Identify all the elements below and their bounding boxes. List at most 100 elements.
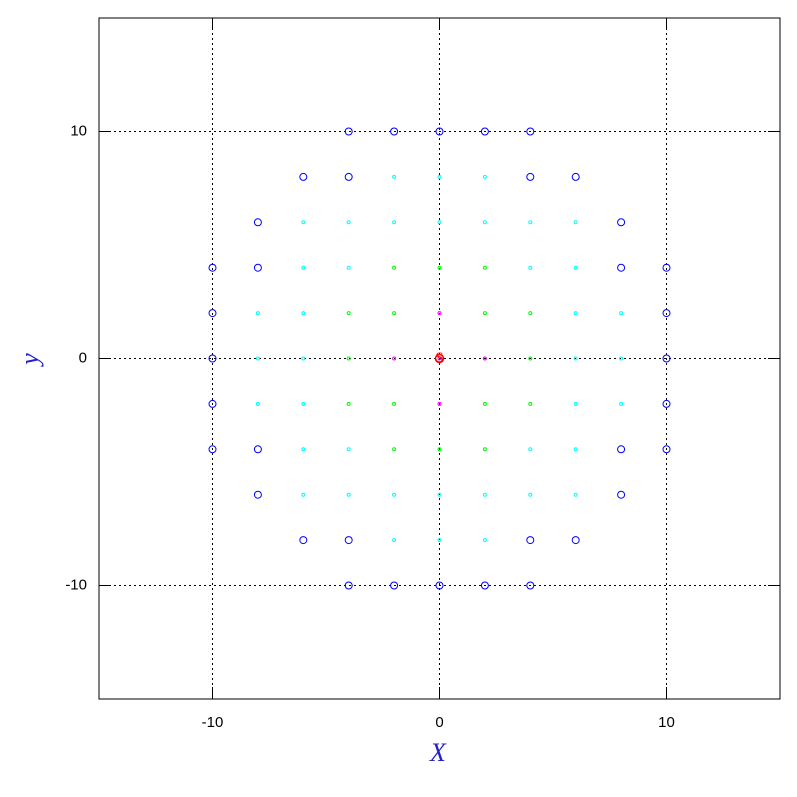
point [573, 401, 578, 406]
point [437, 447, 442, 452]
point [617, 490, 626, 499]
annotation-marker [434, 353, 445, 364]
point [301, 220, 306, 225]
point [208, 309, 217, 318]
point [571, 172, 580, 181]
point [208, 445, 217, 454]
point [480, 127, 489, 136]
point [573, 311, 578, 316]
point [662, 263, 671, 272]
point [437, 538, 442, 543]
point [253, 263, 262, 272]
point [344, 581, 353, 590]
point [437, 492, 442, 497]
x-tick-label: 10 [658, 714, 675, 731]
point [344, 172, 353, 181]
point [528, 265, 533, 270]
point [208, 399, 217, 408]
point [617, 263, 626, 272]
point [619, 356, 624, 361]
point [346, 356, 351, 361]
point [571, 536, 580, 545]
point [346, 401, 351, 406]
point [208, 263, 217, 272]
point [526, 127, 535, 136]
point [526, 581, 535, 590]
x-tick-label: 0 [435, 714, 443, 731]
point [480, 581, 489, 590]
y-tick-label: -10 [65, 576, 87, 593]
point [482, 220, 487, 225]
point [437, 220, 442, 225]
y-tick-label: 0 [79, 349, 87, 366]
point [392, 538, 397, 543]
point [482, 447, 487, 452]
point [299, 536, 308, 545]
annotation: S [435, 350, 443, 366]
point [528, 492, 533, 497]
point [392, 356, 397, 361]
point [301, 401, 306, 406]
y-tick-label: 10 [70, 122, 87, 139]
point [301, 356, 306, 361]
point [253, 445, 262, 454]
point [253, 490, 262, 499]
point [435, 581, 444, 590]
point [573, 265, 578, 270]
point [392, 174, 397, 179]
point [437, 356, 442, 361]
point [482, 265, 487, 270]
point [299, 172, 308, 181]
point [573, 356, 578, 361]
point [662, 399, 671, 408]
point [437, 311, 442, 316]
point [344, 127, 353, 136]
x-axis-label: X [429, 738, 447, 767]
point [301, 447, 306, 452]
point [662, 445, 671, 454]
point [301, 492, 306, 497]
point [482, 174, 487, 179]
point [619, 311, 624, 316]
point [437, 265, 442, 270]
point [528, 356, 533, 361]
point [482, 492, 487, 497]
point [528, 447, 533, 452]
y-axis-label: y [15, 353, 44, 368]
point [482, 538, 487, 543]
point [482, 356, 487, 361]
point [301, 265, 306, 270]
point [528, 311, 533, 316]
point [346, 492, 351, 497]
point [392, 220, 397, 225]
point [208, 354, 217, 363]
point [346, 220, 351, 225]
point [346, 447, 351, 452]
point [344, 536, 353, 545]
point [392, 311, 397, 316]
point [526, 172, 535, 181]
point [573, 220, 578, 225]
point [528, 220, 533, 225]
point [253, 218, 262, 227]
point [346, 265, 351, 270]
point [301, 311, 306, 316]
point [482, 311, 487, 316]
point [619, 401, 624, 406]
point [528, 401, 533, 406]
point [573, 492, 578, 497]
point [392, 265, 397, 270]
point [390, 127, 399, 136]
point [392, 447, 397, 452]
point [435, 127, 444, 136]
point [255, 311, 260, 316]
point [390, 581, 399, 590]
x-tick-label: -10 [202, 714, 224, 731]
point [392, 492, 397, 497]
point [662, 309, 671, 318]
point [662, 354, 671, 363]
point [617, 218, 626, 227]
point [482, 401, 487, 406]
